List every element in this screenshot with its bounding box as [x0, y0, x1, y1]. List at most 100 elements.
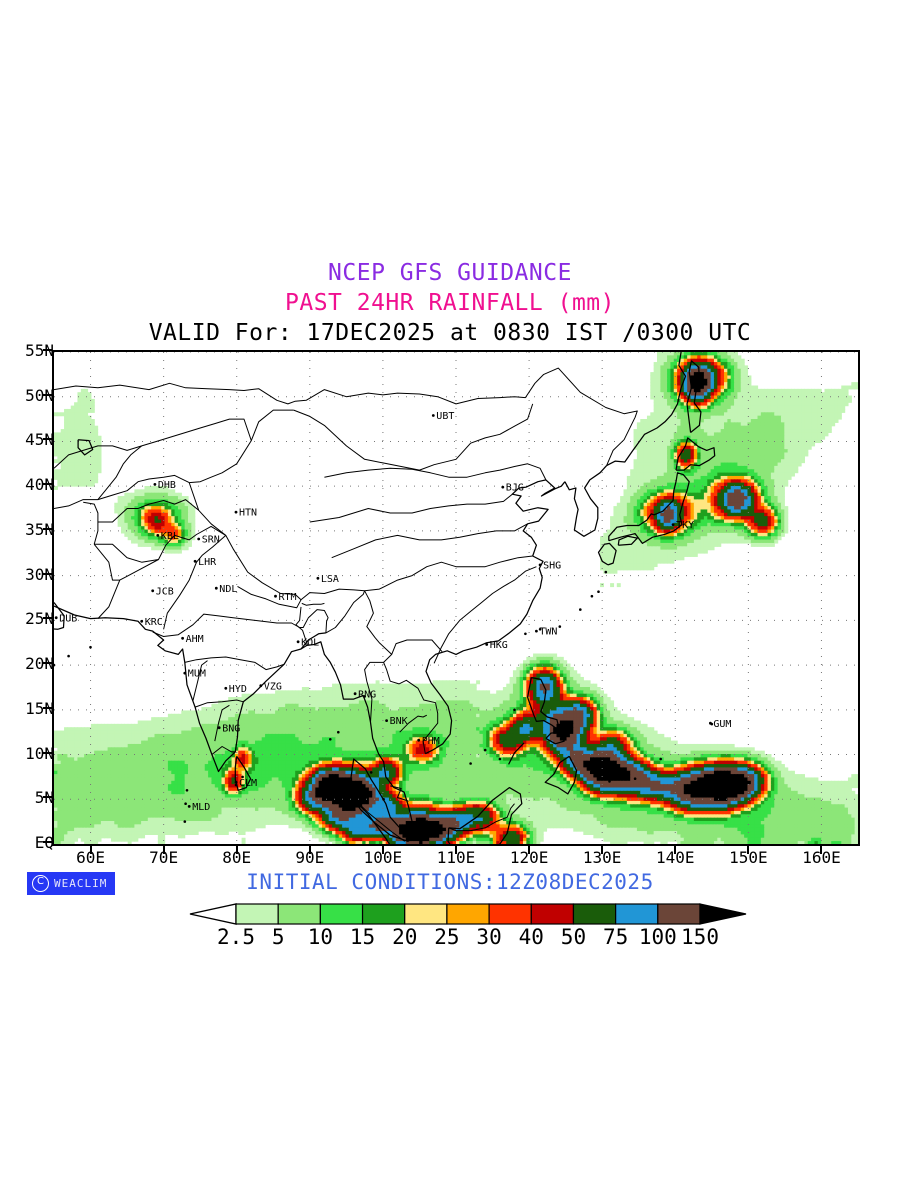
- lon-tick-mark: [820, 844, 823, 854]
- lon-tick-mark: [162, 844, 165, 854]
- city-label: HYD: [229, 684, 247, 695]
- lon-tick-label: 100E: [363, 848, 403, 867]
- city-label: LHR: [198, 557, 217, 568]
- city-marker-dot: [535, 629, 538, 633]
- lat-tick-label: 20N: [25, 654, 54, 674]
- lon-tick-mark: [455, 844, 457, 854]
- colorbar-underflow-arrow: [189, 903, 237, 925]
- city-marker-dot: [151, 589, 155, 593]
- city-marker-dot: [156, 534, 160, 537]
- lat-tick-label: 45N: [25, 430, 54, 450]
- colorbar-cell: [235, 903, 279, 925]
- city-label: TWN: [539, 627, 557, 638]
- colorbar-overflow-arrow: [699, 903, 747, 925]
- weaclim-logo[interactable]: C WEACLIM: [27, 872, 115, 895]
- city-marker-dot: [431, 414, 435, 417]
- colorbar-tick-label: 75: [602, 925, 629, 949]
- lon-tick-mark: [528, 844, 531, 854]
- colorbar-tick-label: 25: [434, 925, 460, 949]
- city-marker-dot: [193, 559, 197, 563]
- rainfall-map: UBT DHB HTN KBL SRN BJG TKY LHR LSA SHG NDL RTM JCB D…: [54, 352, 858, 844]
- lat-tick-mark: [43, 751, 52, 754]
- city-label: KBL: [161, 531, 179, 542]
- page-title-product: PAST 24HR RAINFALL (mm): [285, 290, 615, 316]
- city-label: BNK: [390, 716, 408, 727]
- city-marker-dot: [187, 805, 191, 808]
- city-marker-dot: [197, 537, 201, 541]
- lat-tick-mark: [43, 796, 52, 799]
- city-label: MLD: [192, 802, 210, 813]
- city-label: RTM: [279, 592, 297, 603]
- city-label: SRN: [202, 535, 220, 546]
- city-marker-dot: [538, 563, 542, 567]
- city-label: CLM: [239, 778, 257, 789]
- city-marker-dot: [259, 684, 263, 688]
- lon-tick-label: 160E: [802, 848, 841, 867]
- city-label: AHM: [186, 634, 204, 645]
- colorbar-tick-label: 15: [349, 925, 376, 949]
- rainfall-colorbar: [189, 903, 747, 925]
- city-marker-dot: [353, 692, 357, 696]
- lon-tick-label: 70E: [149, 848, 179, 867]
- colorbar-tick-label: 20: [392, 925, 418, 949]
- colorbar-cell: [277, 903, 321, 925]
- initial-conditions-label: INITIAL CONDITIONS:12Z08DEC2025: [246, 870, 654, 894]
- city-marker-dot: [671, 523, 675, 526]
- city-label: GUM: [713, 719, 731, 730]
- colorbar-tick-label: 50: [560, 925, 587, 949]
- colorbar-tick-label: 30: [476, 925, 502, 949]
- city-label: DUB: [59, 613, 77, 624]
- lon-tick-mark: [674, 844, 677, 854]
- colorbar-tick-label: 5: [271, 925, 285, 949]
- map-coastlines: [54, 352, 716, 844]
- colorbar-cell: [404, 903, 448, 925]
- city-marker-dot: [214, 586, 218, 590]
- city-label: RNG: [358, 689, 376, 700]
- city-marker-dot: [385, 719, 388, 722]
- lat-tick-mark: [43, 572, 52, 575]
- lon-tick-label: 60E: [76, 848, 105, 867]
- lon-tick-label: 120E: [509, 848, 549, 867]
- city-label: KRC: [145, 617, 163, 628]
- lon-tick-mark: [747, 844, 750, 854]
- title-block: NCEP GFS GUIDANCE PAST 24HR RAINFALL (mm…: [0, 258, 900, 349]
- lat-tick-mark: [43, 841, 52, 843]
- city-marker-dot: [234, 510, 238, 514]
- lat-tick-mark: [43, 617, 52, 620]
- city-label: PHM: [422, 736, 440, 747]
- lat-tick-label: 25N: [25, 609, 54, 629]
- city-label: NDL: [219, 584, 237, 595]
- city-marker-dot: [316, 576, 320, 580]
- colorbar-cell: [319, 903, 364, 925]
- colorbar-cell: [488, 903, 532, 925]
- colorbar-cell: [657, 903, 701, 925]
- colorbar-cell: [446, 903, 490, 925]
- lon-tick-label: 90E: [295, 848, 325, 867]
- page-title-model: NCEP GFS GUIDANCE: [328, 260, 572, 286]
- city-labels: UBT DHB HTN KBL SRN BJG TKY LHR LSA SHG NDL RTM JCB D…: [54, 411, 731, 813]
- city-label: JCB: [156, 586, 174, 597]
- city-marker-dot: [296, 640, 300, 644]
- map-frame[interactable]: UBT DHB HTN KBL SRN BJG TKY LHR LSA SHG NDL RTM JCB D…: [52, 350, 860, 846]
- city-marker-dot: [183, 671, 187, 675]
- city-label: BJG: [506, 483, 524, 494]
- colorbar-cell: [361, 903, 406, 925]
- city-label: VZG: [264, 681, 282, 692]
- city-label: BNG: [222, 723, 240, 734]
- city-marker-dot: [234, 780, 238, 784]
- lat-tick-label: 10N: [25, 743, 54, 763]
- map-container: UBT DHB HTN KBL SRN BJG TKY LHR LSA SHG NDL RTM JCB D…: [25, 341, 860, 867]
- copyright-icon: C: [32, 875, 49, 892]
- lat-tick-label: 40N: [25, 475, 54, 495]
- city-marker-dot: [153, 483, 157, 486]
- colorbar-cell: [615, 903, 659, 925]
- rainfall-field: [54, 352, 858, 844]
- lat-tick-label: 50N: [25, 385, 54, 405]
- city-label: KOL: [301, 637, 319, 648]
- lat-tick-mark: [43, 349, 52, 351]
- city-marker-dot: [485, 643, 489, 646]
- city-marker-dot: [217, 726, 221, 730]
- colorbar-cell: [572, 903, 617, 925]
- city-marker-dot: [181, 636, 184, 640]
